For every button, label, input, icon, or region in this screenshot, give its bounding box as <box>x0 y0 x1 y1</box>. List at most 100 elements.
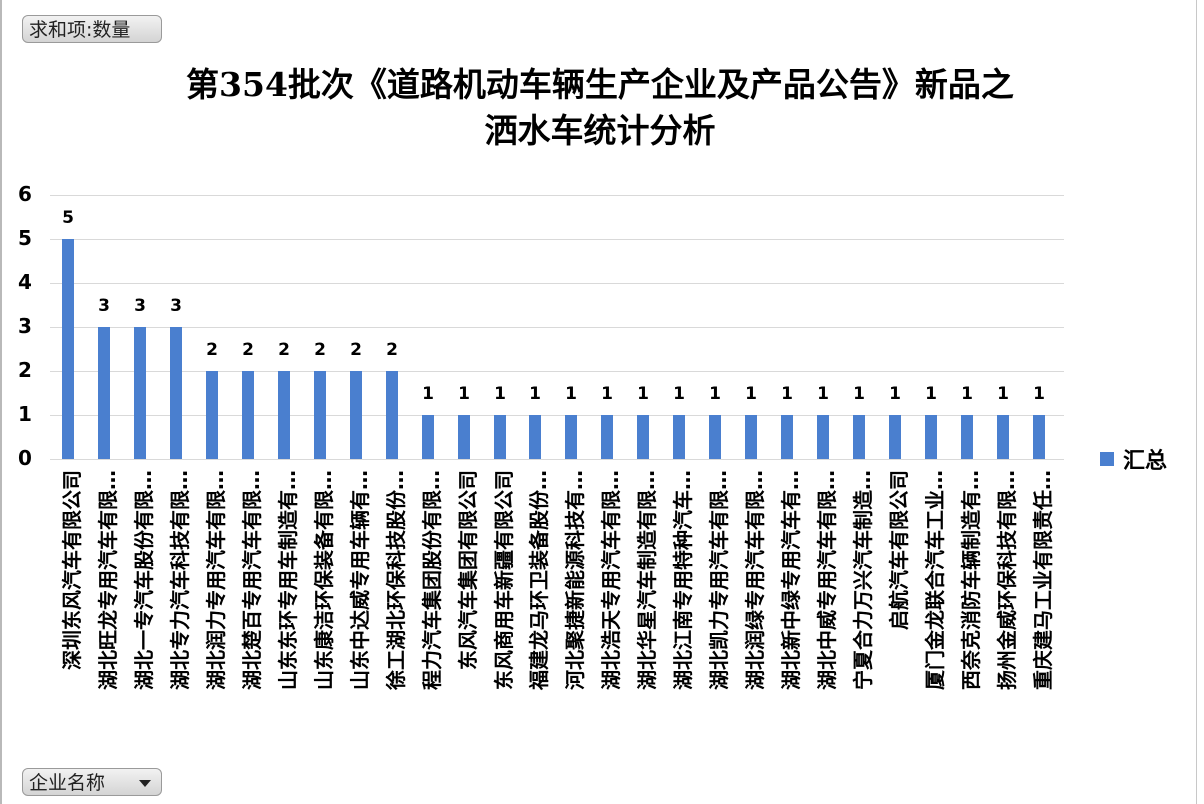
data-label: 1 <box>1033 384 1045 404</box>
data-label: 1 <box>458 384 470 404</box>
bar[interactable] <box>745 415 757 459</box>
data-label: 3 <box>134 296 146 316</box>
data-label: 2 <box>350 340 362 360</box>
data-label: 1 <box>529 384 541 404</box>
chart-title: 第354批次《道路机动车辆生产企业及产品公告》新品之 洒水车统计分析 <box>120 62 1080 154</box>
x-category-label: 山东康洁环保装备有限… <box>305 470 336 742</box>
data-label: 2 <box>242 340 254 360</box>
x-category-label: 西奈克消防车辆制造有… <box>952 470 983 742</box>
x-category-text: 徐工湖北环保科技股份… <box>384 470 408 690</box>
bar[interactable] <box>961 415 973 459</box>
pivot-axis-field-button[interactable]: 企业名称 <box>22 768 162 796</box>
x-category-label: 湖北旺龙专用汽车有限… <box>89 470 120 742</box>
bar[interactable] <box>62 239 74 459</box>
bar[interactable] <box>134 327 146 459</box>
x-category-label: 湖北中威专用汽车有限… <box>808 470 839 742</box>
data-label: 1 <box>709 384 721 404</box>
gridline <box>50 415 1064 416</box>
x-category-label: 东风商用车新疆有限公司 <box>485 470 516 742</box>
y-tick-label: 2 <box>18 358 32 382</box>
x-category-text: 湖北润力专用汽车有限… <box>204 470 228 690</box>
x-category-text: 东风汽车集团有限公司 <box>456 470 480 670</box>
x-category-text: 西奈克消防车辆制造有… <box>959 470 983 690</box>
bar[interactable] <box>350 371 362 459</box>
bar[interactable] <box>422 415 434 459</box>
x-category-label: 湖北一专汽车股份有限… <box>125 470 156 742</box>
bar[interactable] <box>853 415 865 459</box>
bar[interactable] <box>206 371 218 459</box>
bar[interactable] <box>997 415 1009 459</box>
data-label: 1 <box>889 384 901 404</box>
data-label: 2 <box>278 340 290 360</box>
x-category-text: 湖北中威专用汽车有限… <box>815 470 839 690</box>
x-category-label: 重庆建马工业有限责任… <box>1024 470 1055 742</box>
data-label: 1 <box>853 384 865 404</box>
chart-title-line-2: 洒水车统计分析 <box>484 111 716 150</box>
bar[interactable] <box>242 371 254 459</box>
x-category-label: 深圳东风汽车有限公司 <box>53 470 84 742</box>
bar[interactable] <box>601 415 613 459</box>
legend-swatch-icon <box>1100 452 1114 466</box>
legend[interactable]: 汇总 <box>1100 443 1167 475</box>
bar[interactable] <box>889 415 901 459</box>
bar[interactable] <box>781 415 793 459</box>
data-label: 1 <box>781 384 793 404</box>
x-category-text: 湖北华星汽车制造有限… <box>635 470 659 690</box>
data-label: 1 <box>565 384 577 404</box>
dropdown-caret-icon[interactable] <box>139 780 151 787</box>
x-category-label: 湖北润绿专用汽车有限… <box>736 470 767 742</box>
sheet-gridline <box>1196 0 1197 804</box>
x-category-text: 深圳东风汽车有限公司 <box>60 470 84 670</box>
x-category-text: 宁夏合力万兴汽车制造… <box>851 470 875 690</box>
y-tick-label: 1 <box>18 402 32 426</box>
bar[interactable] <box>458 415 470 459</box>
bar[interactable] <box>1033 415 1045 459</box>
x-category-text: 湖北凯力专用汽车有限… <box>707 470 731 690</box>
bar[interactable] <box>925 415 937 459</box>
bar[interactable] <box>709 415 721 459</box>
x-category-label: 山东东环专用车制造有… <box>269 470 300 742</box>
bar[interactable] <box>817 415 829 459</box>
bar[interactable] <box>637 415 649 459</box>
bar[interactable] <box>494 415 506 459</box>
x-category-label: 湖北专力汽车科技有限… <box>161 470 192 742</box>
x-category-text: 湖北江南专用特种汽车… <box>671 470 695 690</box>
data-label: 1 <box>817 384 829 404</box>
x-category-label: 湖北浩天专用汽车有限… <box>592 470 623 742</box>
data-label: 1 <box>637 384 649 404</box>
data-label: 3 <box>98 296 110 316</box>
y-tick-label: 4 <box>18 270 32 294</box>
data-label: 1 <box>422 384 434 404</box>
bar[interactable] <box>565 415 577 459</box>
bar[interactable] <box>673 415 685 459</box>
pivot-value-field-button[interactable]: 求和项:数量 <box>22 15 162 43</box>
x-category-text: 福建龙马环卫装备股份… <box>527 470 551 690</box>
x-category-label: 湖北楚百专用汽车有限… <box>233 470 264 742</box>
x-category-text: 东风商用车新疆有限公司 <box>492 470 516 690</box>
data-label: 2 <box>386 340 398 360</box>
x-category-text: 湖北润绿专用汽车有限… <box>743 470 767 690</box>
bar[interactable] <box>170 327 182 459</box>
x-category-text: 山东中达威专用车辆有… <box>348 470 372 690</box>
x-category-label: 厦门金龙联合汽车工业… <box>916 470 947 742</box>
x-category-label: 湖北江南专用特种汽车… <box>664 470 695 742</box>
x-category-text: 湖北专力汽车科技有限… <box>168 470 192 690</box>
bar[interactable] <box>386 371 398 459</box>
x-category-text: 山东东环专用车制造有… <box>276 470 300 690</box>
y-tick-label: 6 <box>18 182 32 206</box>
x-category-text: 湖北新中绿专用汽车有… <box>779 470 803 690</box>
bar[interactable] <box>529 415 541 459</box>
data-label: 2 <box>206 340 218 360</box>
bar[interactable] <box>98 327 110 459</box>
sheet-left-border <box>0 0 2 804</box>
gridline <box>50 195 1064 196</box>
x-category-text: 湖北一专汽车股份有限… <box>132 470 156 690</box>
x-category-label: 程力汽车集团股份有限… <box>413 470 444 742</box>
bar[interactable] <box>314 371 326 459</box>
x-category-label: 河北聚捷新能源科技有… <box>556 470 587 742</box>
axis-field-label: 企业名称 <box>29 772 106 794</box>
x-category-text: 湖北浩天专用汽车有限… <box>599 470 623 690</box>
bar[interactable] <box>278 371 290 459</box>
chart-title-line-1: 第354批次《道路机动车辆生产企业及产品公告》新品之 <box>186 65 1014 104</box>
